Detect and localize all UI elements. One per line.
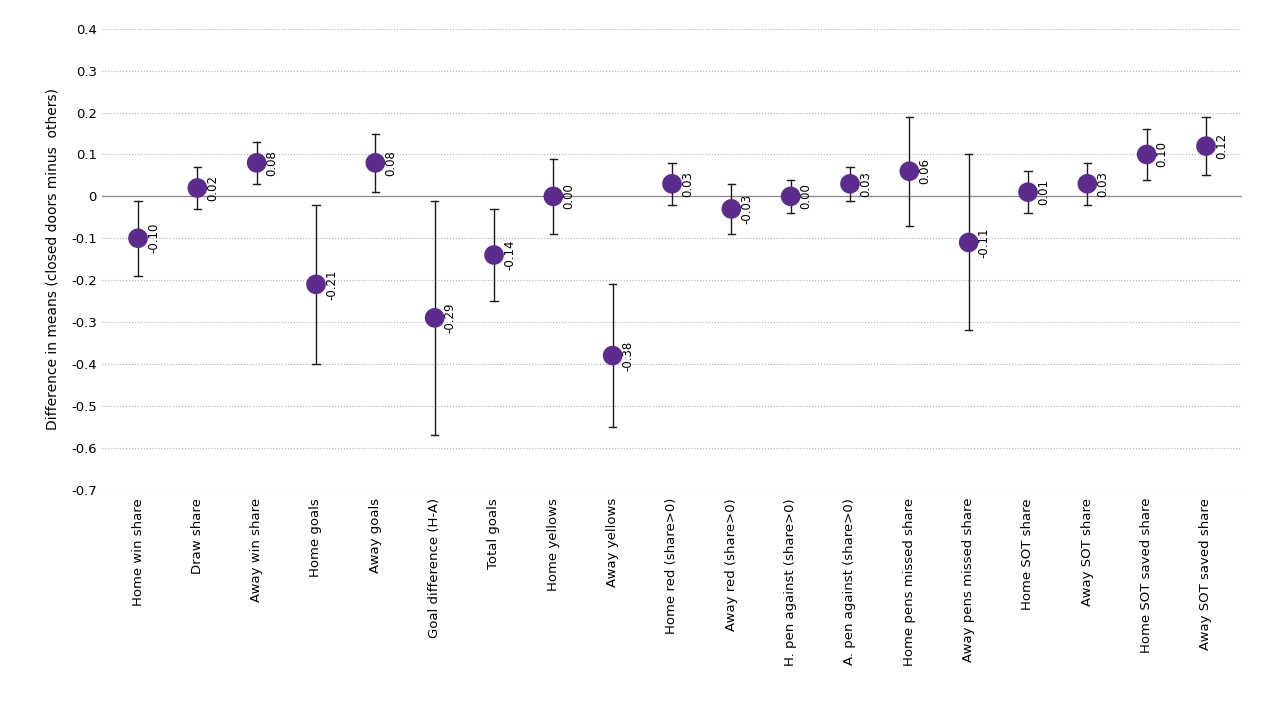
Point [306,279,326,290]
Text: 0.02: 0.02 [206,175,219,201]
Point [721,203,741,215]
Text: 0.01: 0.01 [1037,179,1050,205]
Point [365,157,385,168]
Point [840,178,860,189]
Point [899,166,919,177]
Text: -0.14: -0.14 [503,240,516,270]
Text: -0.10: -0.10 [147,223,160,253]
Text: 0.03: 0.03 [859,171,872,197]
Point [1018,186,1038,198]
Point [959,237,979,248]
Point [603,350,623,361]
Text: -0.11: -0.11 [978,228,991,258]
Point [128,233,148,244]
Text: -0.21: -0.21 [325,269,338,300]
Point [484,249,504,261]
Text: -0.03: -0.03 [740,194,753,224]
Text: 0.00: 0.00 [562,184,575,210]
Text: 0.06: 0.06 [918,158,932,184]
Text: 0.03: 0.03 [1096,171,1110,197]
Text: -0.29: -0.29 [444,302,457,333]
Text: 0.03: 0.03 [681,171,694,197]
Point [781,191,801,202]
Text: 0.12: 0.12 [1215,133,1228,159]
Point [425,312,445,323]
Point [543,191,563,202]
Text: 0.08: 0.08 [384,150,397,176]
Text: -0.38: -0.38 [622,341,635,371]
Y-axis label: Difference in means (closed doors minus  others): Difference in means (closed doors minus … [46,89,60,431]
Point [1137,149,1157,161]
Text: 0.00: 0.00 [800,184,813,210]
Point [247,157,268,168]
Text: 0.08: 0.08 [265,150,279,176]
Text: 0.10: 0.10 [1156,141,1169,168]
Point [187,182,207,194]
Point [1076,178,1097,189]
Point [1196,140,1216,152]
Point [662,178,682,189]
